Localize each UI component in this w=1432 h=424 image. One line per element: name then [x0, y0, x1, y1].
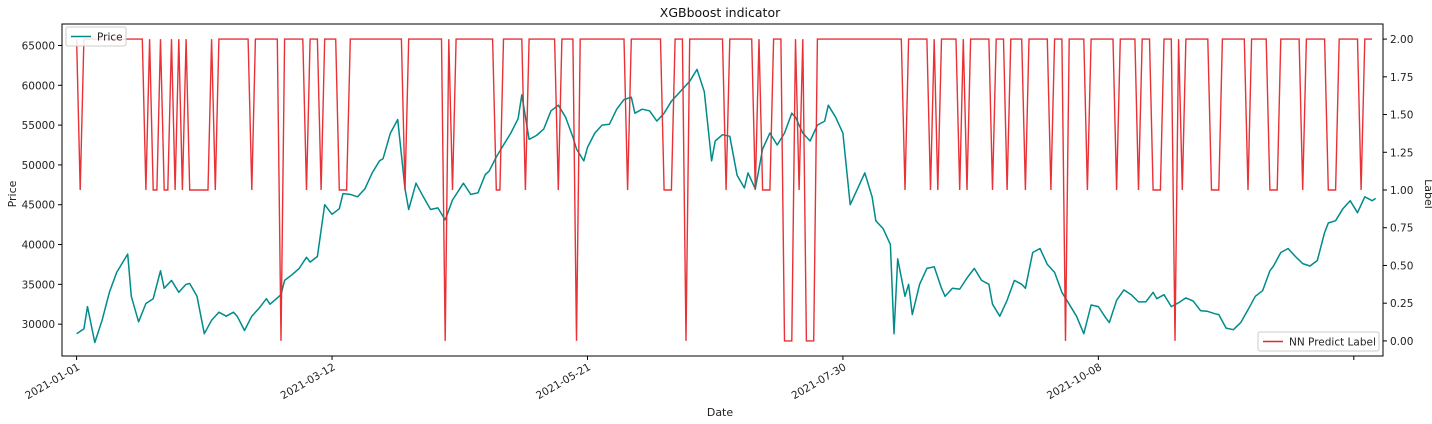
- y-tick-label-right: 1.50: [1390, 110, 1413, 122]
- y-tick-label-right: 2.00: [1390, 34, 1413, 46]
- y-tick-label-left: 40000: [22, 240, 55, 252]
- y-tick-label-right: 1.25: [1390, 147, 1413, 159]
- y-tick-label-left: 30000: [22, 319, 55, 331]
- price-line: [76, 68, 1377, 344]
- y-tick-label-right: 0.75: [1390, 223, 1413, 235]
- x-tick-label: 2021-05-21: [534, 361, 593, 402]
- legend-nn-predict-label: NN Predict Label: [1257, 331, 1380, 352]
- legend-price: Price: [65, 26, 127, 47]
- y-axis-label-left: Price: [6, 180, 19, 207]
- axes: 30000 35000 40000 45000 50000 55000 60000 65000…: [22, 23, 1413, 402]
- y-tick-label-right: 0.00: [1390, 336, 1413, 348]
- y-tick-label-left: 50000: [22, 160, 55, 172]
- y-tick-label-right: 1.00: [1390, 185, 1413, 197]
- y-tick-label-right: 0.50: [1390, 260, 1413, 272]
- legend-box: [65, 26, 127, 47]
- y-tick-label-left: 35000: [22, 279, 55, 291]
- nn-predict-label-line: [75, 38, 1373, 342]
- y-tick-label-left: 55000: [22, 120, 55, 132]
- legend-box: [1257, 331, 1380, 352]
- y-tick-label-left: 60000: [22, 80, 55, 92]
- chart-title: XGBboost indicator: [660, 5, 781, 20]
- x-tick-label: 2021-10-08: [1045, 361, 1104, 402]
- y-tick-label-left: 45000: [22, 200, 55, 212]
- legend-label-nn: NN Predict Label: [1289, 337, 1376, 349]
- x-axis-label: Date: [707, 406, 734, 419]
- y-tick-label-left: 65000: [22, 40, 55, 52]
- x-tick-label: 2021-07-30: [790, 361, 849, 402]
- y-axis-label-right: Label: [1422, 179, 1432, 209]
- y-tick-label-right: 0.25: [1390, 298, 1413, 310]
- x-tick-label: 2021-01-01: [23, 361, 82, 402]
- x-tick-label: 2021-03-12: [279, 361, 338, 402]
- y-tick-label-right: 1.75: [1390, 72, 1413, 84]
- legend-label-price: Price: [97, 32, 123, 44]
- plot-area: [75, 38, 1377, 344]
